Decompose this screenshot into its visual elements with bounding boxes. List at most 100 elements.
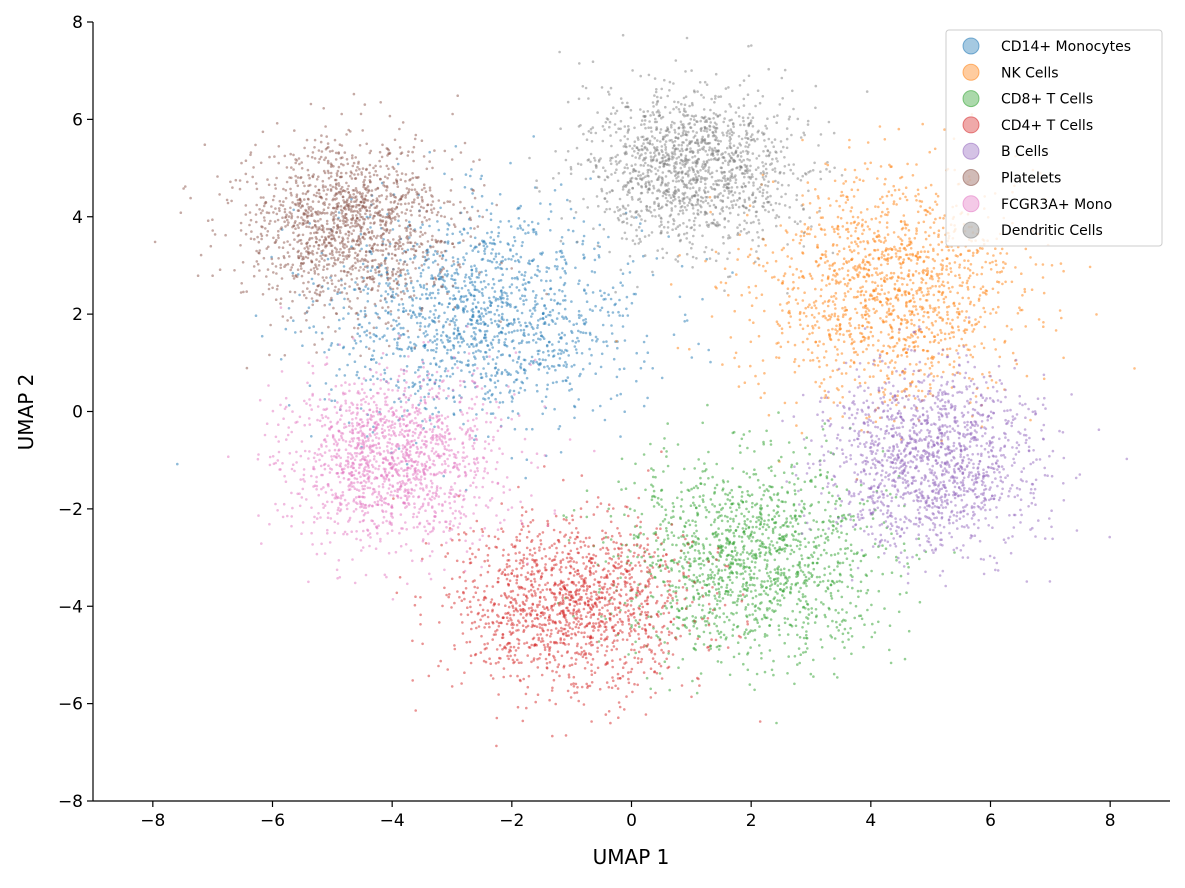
data-point — [483, 330, 487, 333]
data-point — [425, 407, 428, 411]
data-point — [391, 328, 395, 331]
data-point — [691, 534, 694, 538]
data-point — [965, 281, 969, 285]
data-point — [549, 287, 553, 290]
data-point — [446, 227, 450, 231]
data-point — [489, 379, 493, 382]
data-point — [596, 337, 599, 341]
data-point — [784, 547, 787, 550]
data-point — [701, 297, 704, 301]
data-point — [947, 273, 950, 276]
data-point — [731, 581, 734, 585]
data-point — [604, 560, 608, 563]
data-point — [731, 590, 734, 594]
data-point — [407, 345, 411, 349]
data-point — [937, 311, 941, 314]
data-point — [445, 269, 449, 273]
data-point — [750, 493, 754, 497]
data-point — [858, 381, 862, 385]
data-point — [824, 615, 827, 619]
data-point — [807, 541, 810, 544]
data-point — [635, 216, 638, 219]
data-point — [793, 682, 796, 686]
data-point — [607, 507, 610, 511]
data-point — [905, 304, 908, 307]
data-point — [427, 266, 430, 269]
data-point — [426, 383, 429, 386]
data-point — [818, 340, 821, 343]
data-point — [816, 557, 820, 561]
data-point — [493, 290, 497, 293]
data-point — [579, 372, 582, 376]
data-point — [961, 296, 964, 300]
data-point — [881, 201, 885, 205]
data-point — [934, 284, 937, 288]
data-point — [456, 272, 460, 276]
data-point — [610, 686, 614, 690]
data-point — [776, 584, 780, 587]
data-point — [401, 332, 405, 336]
data-point — [326, 287, 330, 290]
data-point — [567, 228, 570, 232]
data-point — [308, 384, 312, 388]
data-point — [740, 599, 744, 603]
data-point — [603, 625, 607, 628]
data-point — [816, 320, 819, 323]
data-point — [506, 297, 509, 301]
data-point — [850, 652, 853, 656]
data-point — [818, 385, 822, 388]
data-point — [638, 625, 641, 629]
data-point — [557, 427, 560, 431]
data-point — [726, 593, 730, 596]
data-point — [629, 561, 633, 565]
data-point — [807, 577, 811, 580]
data-point — [949, 290, 952, 294]
data-point — [672, 590, 675, 593]
data-point — [814, 536, 817, 540]
data-point — [994, 348, 997, 351]
data-point — [816, 195, 820, 198]
data-point — [806, 622, 810, 625]
data-point — [474, 288, 477, 291]
data-point — [470, 268, 474, 272]
data-point — [604, 617, 607, 621]
data-point — [495, 648, 499, 651]
data-point — [765, 616, 769, 620]
data-point — [475, 343, 479, 346]
data-point — [604, 297, 607, 301]
data-point — [732, 430, 736, 434]
data-point — [438, 365, 441, 369]
data-point — [831, 524, 835, 527]
data-point — [998, 355, 1002, 359]
data-point — [666, 627, 669, 630]
data-point — [760, 518, 763, 521]
data-point — [547, 313, 550, 317]
data-point — [755, 577, 759, 580]
data-point — [658, 672, 662, 675]
data-point — [751, 596, 755, 600]
data-point — [831, 494, 834, 498]
data-point — [753, 605, 757, 608]
data-point — [369, 378, 372, 382]
data-point — [836, 530, 839, 533]
data-point — [393, 338, 396, 341]
data-point — [820, 253, 824, 256]
data-point — [683, 618, 687, 621]
data-point — [681, 657, 685, 661]
data-point — [798, 318, 802, 322]
data-point — [693, 647, 696, 651]
data-point — [460, 369, 463, 372]
data-point — [725, 615, 729, 619]
data-point — [536, 349, 540, 353]
data-point — [940, 283, 944, 287]
data-point — [826, 163, 830, 167]
data-point — [768, 600, 771, 603]
data-point — [484, 392, 487, 396]
data-point — [885, 277, 889, 281]
data-point — [508, 391, 511, 394]
data-point — [693, 503, 696, 507]
data-point — [701, 604, 705, 607]
data-point — [835, 620, 838, 624]
data-point — [667, 583, 671, 587]
data-point — [546, 365, 549, 368]
